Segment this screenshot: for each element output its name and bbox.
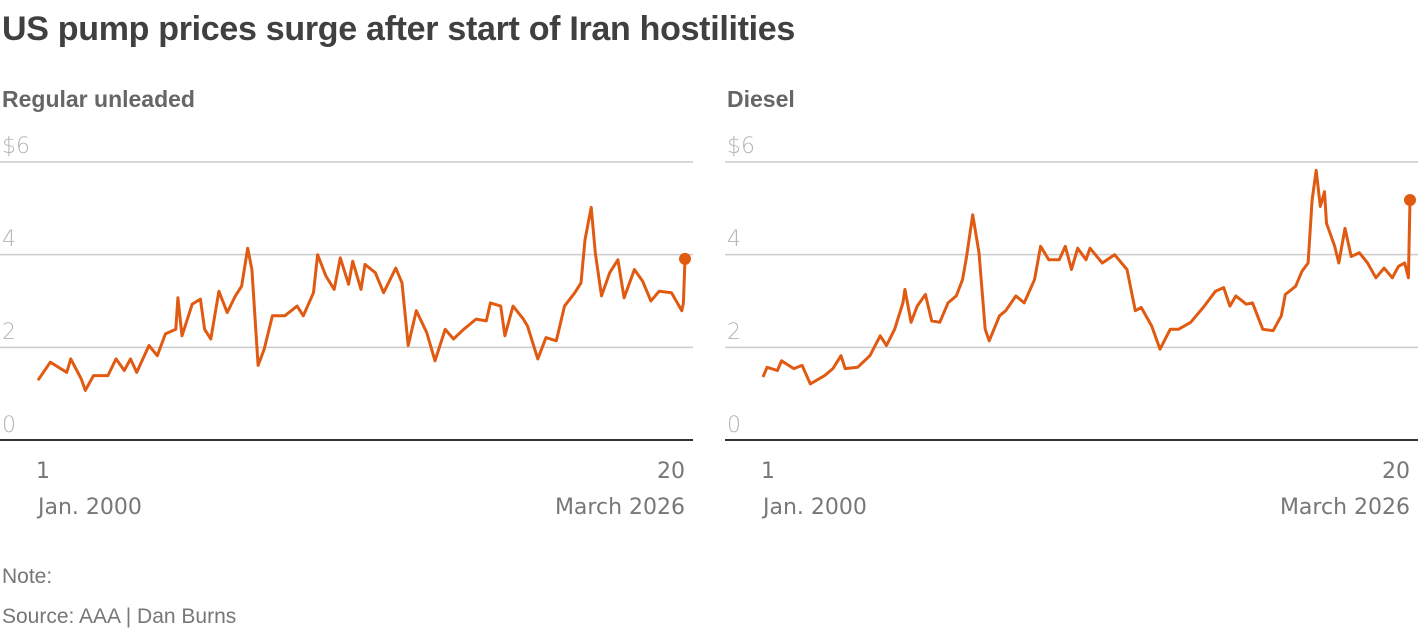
x-tick-day-end: 20 [657, 459, 685, 484]
x-tick-label-start: Jan. 2000 [36, 495, 142, 520]
y-tick-label: $6 [2, 134, 30, 159]
y-tick-label: 2 [2, 320, 16, 345]
x-tick-label-end: March 2026 [1280, 495, 1410, 520]
source-credit: Source: AAA | Dan Burns [2, 605, 237, 628]
regular-unleaded-chart: $6 4 2 0 1 Jan. 2000 20 March 2026 [0, 134, 693, 520]
y-tick-label: $6 [727, 134, 755, 159]
latest-value-marker [679, 252, 691, 265]
x-tick-day-end: 20 [1382, 459, 1410, 484]
chart-title: US pump prices surge after start of Iran… [2, 10, 796, 48]
y-tick-label: 4 [727, 227, 741, 252]
x-tick-day-start: 1 [36, 459, 50, 484]
y-tick-label: 2 [727, 320, 741, 345]
price-series-line [761, 168, 1412, 386]
x-tick-label-end: March 2026 [555, 495, 685, 520]
latest-value-marker [1404, 193, 1416, 206]
x-tick-label-start: Jan. 2000 [761, 495, 867, 520]
footnote: Note: [2, 565, 53, 588]
panel-title-regular: Regular unleaded [2, 86, 195, 112]
y-tick-label: 0 [2, 413, 16, 438]
diesel-chart: $6 4 2 0 1 Jan. 2000 20 March 2026 [725, 134, 1418, 520]
price-series-line [36, 205, 687, 392]
panel-title-diesel: Diesel [727, 86, 795, 112]
y-tick-label: 4 [2, 227, 16, 252]
x-tick-day-start: 1 [761, 459, 775, 484]
y-tick-label: 0 [727, 413, 741, 438]
